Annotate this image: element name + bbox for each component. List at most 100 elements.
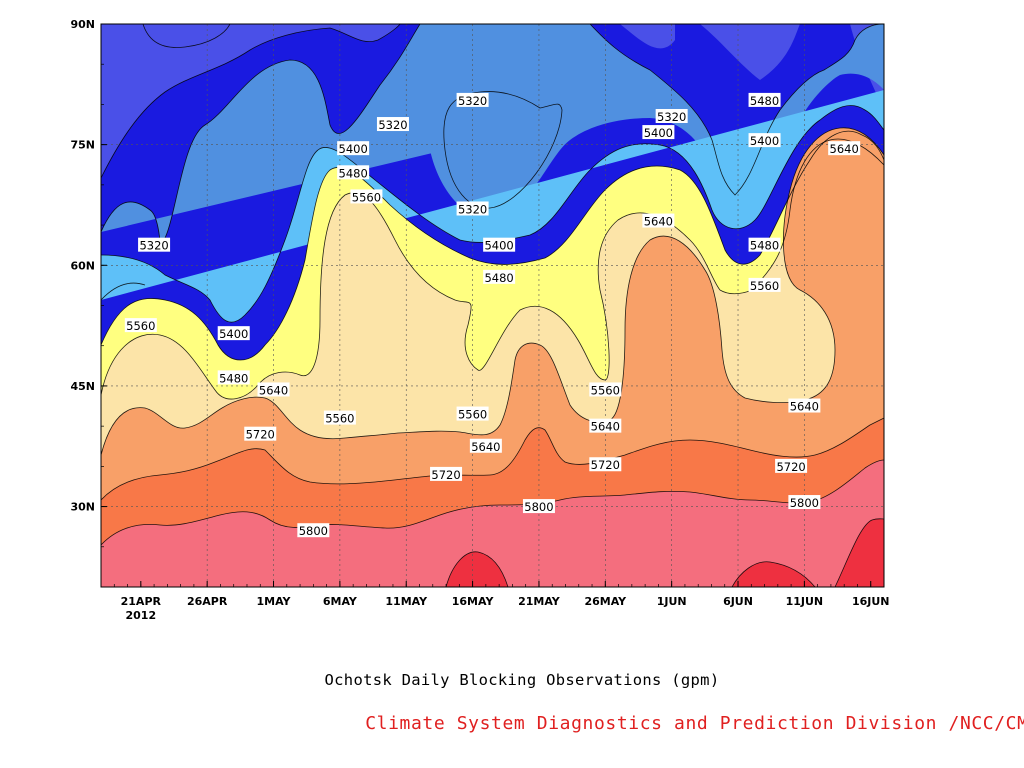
contour-label-text: 5480 (339, 166, 368, 180)
contour-label: 5640 (642, 213, 675, 229)
contour-label-background (456, 92, 489, 107)
contour-label-text: 5320 (458, 94, 487, 108)
contour-labels: 5320 5320 5320 5320 5320 5400 5400 5400 5400 5400… (124, 92, 861, 538)
contour-label: 5560 (323, 410, 356, 426)
contour-label-background (748, 133, 781, 148)
contour-label: 5480 (217, 370, 250, 385)
contour-label-text: 5800 (524, 500, 553, 514)
contour-label-text: 5720 (431, 468, 460, 482)
contour-label-text: 5320 (378, 118, 407, 132)
contour-label-background (522, 499, 555, 514)
contour-label: 5480 (337, 165, 370, 180)
contour-fills (101, 24, 884, 587)
contour-label-text: 5560 (325, 412, 354, 426)
x-tick-label: 21APR (121, 595, 162, 608)
x-tick-label: 1MAY (257, 595, 292, 608)
contour-label-background (217, 326, 250, 341)
contour-label-background (589, 418, 622, 433)
contour-label-text: 5560 (750, 279, 779, 293)
band-5320-5400 (101, 24, 884, 178)
contour-label-background (217, 370, 250, 385)
contour-label-background (323, 410, 356, 425)
contour-label-background (469, 438, 502, 453)
contour-label: 5320 (376, 117, 409, 132)
contour-label: 5560 (350, 189, 383, 204)
contour-label-text: 5640 (591, 420, 620, 434)
contour-label: 5720 (589, 457, 622, 472)
contour-label-text: 5400 (750, 134, 779, 148)
contour-label-background (376, 117, 409, 132)
y-tick-label: 60N (70, 259, 95, 272)
x-tick-label: 6MAY (323, 595, 358, 608)
contour-label-background (257, 382, 290, 397)
contour-label: 5800 (788, 495, 821, 510)
contour-lines (101, 24, 884, 587)
contour-label-background (138, 237, 171, 252)
band-5480-5560 (101, 24, 884, 323)
contour-label-background (297, 523, 330, 538)
contour-label-text: 5800 (299, 524, 328, 538)
contour-label-background (589, 382, 622, 397)
x-tick-label: 1JUN (657, 595, 687, 608)
band-above-5960-a (446, 551, 508, 587)
x-tick-label: 26APR (187, 595, 228, 608)
y-tick-label: 75N (70, 139, 95, 152)
contour-label: 5560 (589, 382, 622, 397)
contour-label: 5800 (297, 523, 330, 538)
contour-label: 5800 (522, 499, 555, 514)
contour-label: 5320 (138, 237, 171, 253)
y-axis: 30N 45N 60N 75N 90N (70, 18, 107, 588)
contour-label: 5640 (469, 438, 502, 454)
x-tick-label: 6JUN (723, 595, 753, 608)
x-tick-label: 16MAY (452, 595, 495, 608)
contour-label-background (124, 318, 157, 333)
band-5400-5480 (101, 24, 884, 245)
contour-label-text: 5480 (484, 271, 513, 285)
contour-label-background (828, 141, 861, 156)
contour-label: 5320 (456, 92, 489, 108)
chart-credit: Climate System Diagnostics and Predictio… (365, 713, 1024, 734)
contour-label-background (244, 426, 277, 441)
contour-label-background (456, 406, 489, 421)
contour-label-text: 5560 (591, 383, 620, 397)
y-tick-label: 45N (70, 380, 95, 393)
contour-label-text: 5560 (352, 190, 381, 204)
contour-label-text: 5640 (790, 400, 819, 414)
contour-label-background (788, 398, 821, 413)
contour-label: 5720 (430, 466, 463, 482)
contour-label-text: 5640 (259, 383, 288, 397)
contour-label-background (788, 495, 821, 510)
contour-label-background (775, 458, 808, 473)
contour-label: 5320 (655, 108, 688, 124)
contour-label: 5400 (642, 125, 675, 140)
contour-label-text: 5400 (484, 239, 513, 253)
contour-label-background (337, 165, 370, 180)
contour-label: 5400 (483, 237, 516, 253)
contour-label: 5480 (483, 269, 516, 285)
contour-label: 5400 (748, 133, 781, 148)
contour-label-text: 5560 (458, 408, 487, 422)
contour-label-text: 5720 (591, 458, 620, 472)
contour-label-text: 5640 (644, 215, 673, 229)
chart-title: Ochotsk Daily Blocking Observations (gpm… (324, 671, 720, 689)
band-5880-5960 (101, 460, 884, 587)
contour-label-text: 5320 (458, 202, 487, 216)
contour-label-text: 5320 (657, 110, 686, 124)
contour-label: 5640 (788, 398, 821, 414)
contour-label-text: 5720 (776, 460, 805, 474)
grid-lines (101, 24, 884, 587)
contour-label-background (350, 189, 383, 204)
contour-label-background (748, 277, 781, 292)
contour-label-background (642, 125, 675, 140)
contour-label-text: 5480 (750, 239, 779, 253)
contour-label-text: 5400 (219, 327, 248, 341)
contour-label-text: 5400 (339, 142, 368, 156)
contour-label: 5640 (257, 382, 290, 397)
contour-label-text: 5720 (246, 428, 275, 442)
contour-label: 5640 (828, 141, 861, 156)
contour-label-text: 5480 (750, 94, 779, 108)
x-tick-label: 11JUN (786, 595, 824, 608)
x-tick-label: 11MAY (385, 595, 428, 608)
contour-label-background (483, 237, 516, 252)
